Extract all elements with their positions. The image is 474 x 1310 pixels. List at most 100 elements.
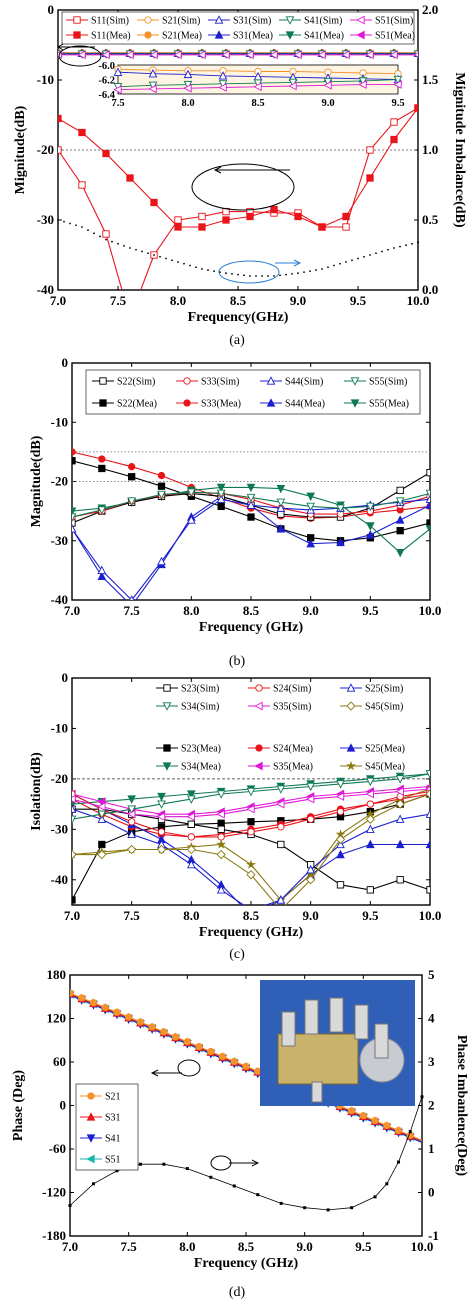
data-point-imbalance <box>393 247 395 249</box>
inset-x-tick-label: 9.0 <box>321 98 334 109</box>
data-point-s34-sim <box>186 795 196 804</box>
y-tick-label: -60 <box>49 1141 66 1156</box>
data-point-s24-sim <box>307 815 315 823</box>
series-line-s11-sim <box>58 107 418 290</box>
data-point-s25-mea <box>395 839 405 849</box>
data-point-s35-sim <box>156 812 166 822</box>
data-point-s22-mea <box>128 473 136 481</box>
x-tick-label: 8.5 <box>238 1239 255 1254</box>
data-point-imbalance <box>159 255 161 258</box>
x-tick-label: 8.5 <box>230 293 247 308</box>
data-point-imbalance <box>75 224 77 227</box>
legend-marker <box>183 399 191 407</box>
data-point-s44-sim <box>425 494 430 503</box>
data-point-imbalance <box>261 275 263 277</box>
data-point-s35-sim <box>216 809 225 819</box>
data-point-s11-mea <box>246 212 254 221</box>
data-point-s51-sim <box>245 50 254 60</box>
y-tick-label: -10 <box>51 414 68 429</box>
inset-point-s51 <box>393 80 402 89</box>
data-point-s45-sim <box>127 844 137 855</box>
data-point-imbalance <box>369 254 371 256</box>
y2-tick-label: 2 <box>428 1098 435 1113</box>
data-point-phase-imbalance <box>326 1208 330 1212</box>
annotation-ellipse <box>191 163 295 211</box>
inset-point-s51 <box>183 83 192 93</box>
data-point-s23-sim <box>277 840 285 849</box>
data-point-imbalance <box>333 264 335 267</box>
data-point-s35-sim <box>276 799 285 809</box>
legend-label-s24-sim: S24(Sim) <box>273 684 311 695</box>
data-point-s21 <box>242 1062 250 1071</box>
data-point-imbalance <box>117 242 119 245</box>
data-point-s24-sim <box>247 828 255 836</box>
data-point-s11-mea <box>198 223 206 231</box>
data-point-s23-sim <box>217 825 225 833</box>
data-point-s21 <box>394 1126 403 1135</box>
legend-marker <box>163 684 171 692</box>
y2-tick-label: 1 <box>428 1141 435 1156</box>
x-tick-label: 7.0 <box>64 603 80 618</box>
data-point-imbalance <box>363 255 365 258</box>
annotation-arrow <box>229 1159 260 1167</box>
data-point-imbalance <box>255 275 257 277</box>
legend-label-s33-mea: S33(Mea) <box>201 399 241 410</box>
legend-marker <box>266 376 276 385</box>
y-tick-label: 0 <box>60 1098 67 1113</box>
annotation-arrow <box>275 259 302 267</box>
x-axis-title: Frequency (GHz) <box>194 1256 299 1271</box>
data-point-s44-sim <box>157 556 166 566</box>
legend-marker <box>356 30 365 40</box>
y2-tick-label: 0.0 <box>422 282 438 297</box>
y2-tick-label: 4 <box>428 1011 435 1026</box>
y-tick-label: 0 <box>62 670 69 685</box>
data-point-phase-imbalance <box>91 1182 95 1186</box>
y-tick-label: -40 <box>37 282 54 297</box>
data-point-phase-imbalance <box>303 1206 307 1210</box>
data-point-s25-sim <box>425 809 430 818</box>
panel-label: (d) <box>229 1285 246 1300</box>
data-point-s55-mea <box>365 522 375 531</box>
data-point-imbalance <box>69 222 71 225</box>
data-point-s24-sim <box>187 833 195 841</box>
panel-label: (c) <box>229 947 245 962</box>
y-tick-label: -40 <box>51 592 68 607</box>
y2-tick-label: 0 <box>428 1185 435 1200</box>
x-tick-label: 10.0 <box>419 908 442 923</box>
data-point-imbalance <box>291 273 293 275</box>
legend-box <box>85 369 421 415</box>
data-point-imbalance <box>339 262 341 265</box>
legend-label-s35-mea: S35(Mea) <box>273 762 313 773</box>
data-point-s34-mea <box>157 792 166 802</box>
legend-label-s25-mea: S25(Mea) <box>365 744 405 755</box>
data-point-phase-imbalance <box>420 1095 424 1099</box>
data-point-phase-imbalance <box>232 1184 236 1188</box>
data-point-phase-imbalance <box>256 1193 260 1197</box>
panel-a: 7.0 7.5 8.0 8.5 9.0 9.5 10.0 0 -10 -20 -30 -40 Frequ… <box>13 2 467 348</box>
data-point-s45-sim <box>97 849 107 860</box>
inset-point-s51 <box>218 83 227 92</box>
data-point-s25-mea <box>336 849 345 859</box>
data-point-s25-sim <box>72 804 77 813</box>
y2-tick-label: 0.5 <box>422 212 439 227</box>
series-s45-sim <box>72 789 430 905</box>
y-tick-label: 0 <box>48 2 55 17</box>
legend-marker <box>255 744 263 752</box>
legend-marker <box>183 377 191 385</box>
data-point-s11-mea <box>78 128 86 137</box>
data-point-s22-mea <box>426 519 430 527</box>
legend-label-s33-sim: S33(Sim) <box>201 377 239 388</box>
x-tick-label: 7.0 <box>62 1239 78 1254</box>
data-point-imbalance <box>93 232 95 235</box>
inset-point-s51 <box>113 85 122 94</box>
legend: S23(Sim) S24(Sim) S25(Sim) S34(Sim) S35(Sim)… <box>156 683 405 773</box>
legend-label-s21-mea: S21(Mea) <box>162 31 202 42</box>
legend-marker <box>87 1092 95 1100</box>
data-point-imbalance <box>249 275 251 277</box>
data-point-s34-sim <box>395 775 405 784</box>
data-point-s11-mea <box>126 174 134 182</box>
data-point-s55-mea <box>425 525 430 534</box>
data-point-imbalance <box>351 259 353 262</box>
inset-x-tick-label: 9.5 <box>391 98 404 109</box>
data-point-s33-mea <box>72 448 76 456</box>
